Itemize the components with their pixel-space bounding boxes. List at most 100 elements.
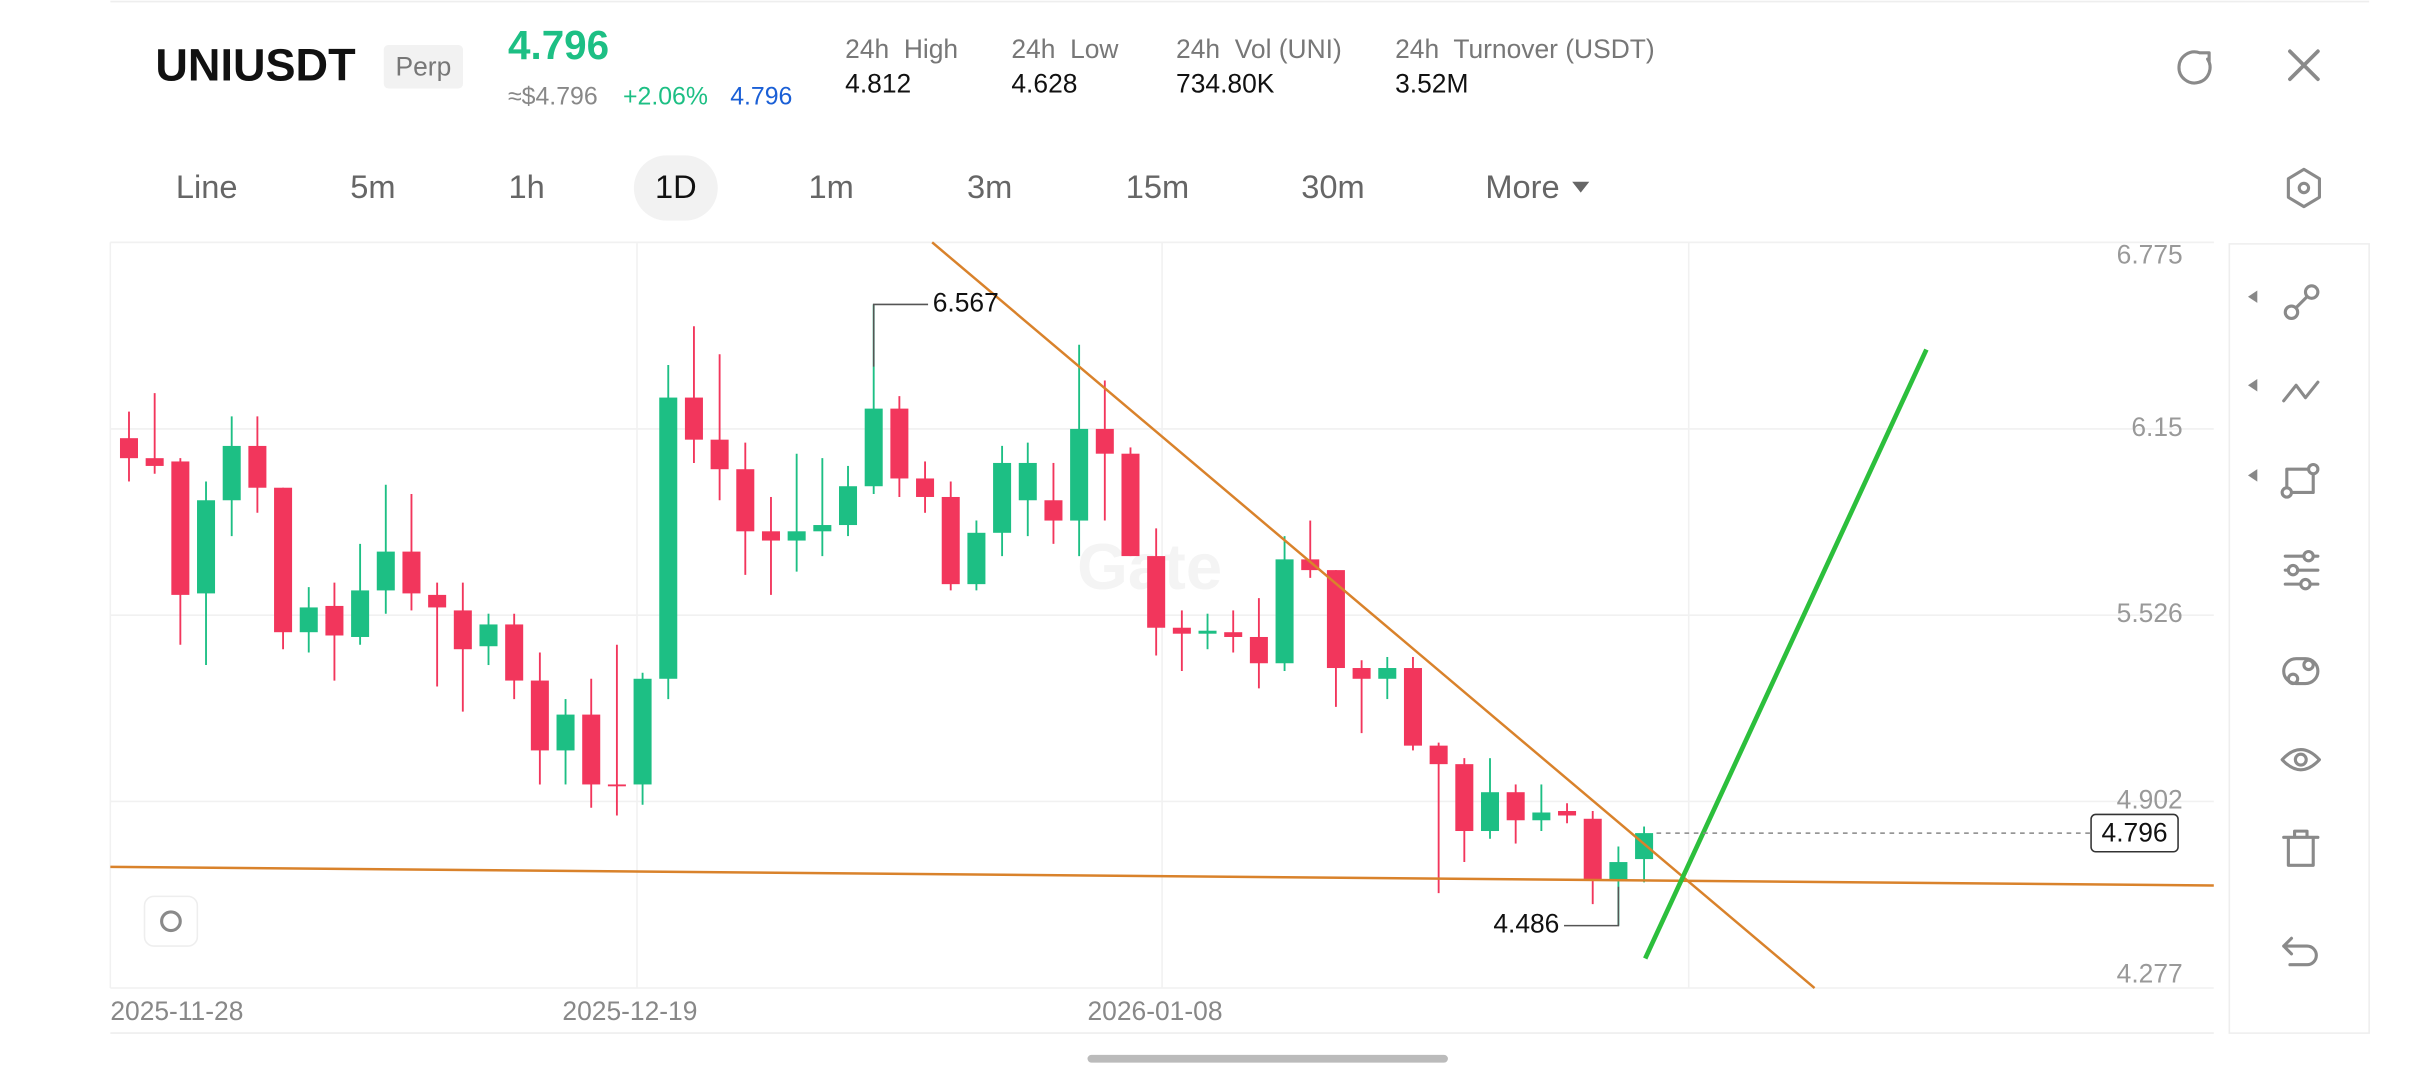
- stat-label: 24h Turnover (USDT): [1395, 34, 1655, 64]
- drawing-mode-button[interactable]: [143, 895, 199, 947]
- badge: Perp: [396, 51, 452, 81]
- candle-body: [299, 607, 318, 633]
- tab[interactable]: 1h: [509, 168, 545, 205]
- candle-body: [1480, 792, 1500, 832]
- candle-body: [1044, 500, 1063, 521]
- fib-tool[interactable]: [2282, 380, 2320, 403]
- delete-tool[interactable]: [2282, 829, 2320, 867]
- candle-body: [967, 532, 986, 585]
- stat-value: 3.52M: [1395, 68, 1468, 98]
- last-price: 4.796: [508, 22, 609, 68]
- toolbar-icons: [2247, 284, 2321, 967]
- candle-body: [1121, 453, 1140, 557]
- candle-body: [530, 680, 549, 751]
- candle-body: [1070, 428, 1089, 521]
- tab[interactable]: 1m: [809, 168, 854, 205]
- trend-line: [931, 241, 1816, 989]
- candle-body: [1583, 818, 1602, 881]
- candle-body: [684, 397, 703, 440]
- toolbar: [2228, 243, 2370, 1034]
- annotations: 6.567 4.486 4.796: [872, 287, 2179, 939]
- candle-body: [890, 408, 909, 479]
- candle-body: [916, 478, 935, 497]
- y-tick-label: 4.277: [2117, 959, 2183, 989]
- candle-body: [710, 439, 729, 470]
- approx-price: ≈$4.796: [508, 83, 598, 110]
- indicator-tool[interactable]: [2283, 549, 2320, 591]
- stat-label: 24h Vol (UNI): [1176, 34, 1342, 64]
- undo-tool[interactable]: [2282, 936, 2318, 967]
- candle-body: [1609, 862, 1628, 881]
- candle-body: [428, 594, 447, 608]
- grid: 4.277 4.902 5.526 6.15 6.775 2025-11-28 2025-1…: [109, 239, 2214, 1026]
- candle-body: [813, 525, 832, 532]
- candle-body: [376, 551, 395, 591]
- candle-body: [736, 469, 755, 532]
- tab-active-bg: [633, 155, 718, 221]
- candle-body: [659, 397, 678, 679]
- candle-body: [1635, 833, 1654, 860]
- tab[interactable]: 15m: [1126, 168, 1189, 205]
- visibility-tool[interactable]: [2280, 748, 2321, 772]
- candle-body: [1095, 428, 1114, 454]
- drawn-line: [1643, 348, 1929, 960]
- candle-body: [1172, 627, 1191, 634]
- candle-body: [145, 458, 164, 466]
- candle-body: [941, 496, 960, 585]
- tab[interactable]: 1D: [655, 168, 697, 205]
- last-price-tag-bg: [2090, 813, 2179, 853]
- candle-body: [505, 624, 524, 681]
- stat-value: 4.812: [845, 68, 911, 98]
- arrow: [2247, 290, 2258, 303]
- line-tool[interactable]: [2283, 284, 2320, 321]
- dropdown-arrow: [1572, 181, 1590, 193]
- tab[interactable]: More: [1485, 168, 1559, 205]
- candle-body: [787, 531, 806, 541]
- candle-body: [197, 500, 216, 594]
- x-tick-label: 2026-01-08: [1088, 996, 1223, 1026]
- candle-body: [1352, 668, 1371, 679]
- candle-body: [761, 531, 780, 541]
- tab[interactable]: 3m: [967, 168, 1012, 205]
- template-tool[interactable]: [2282, 657, 2320, 686]
- settings-button[interactable]: [2286, 167, 2321, 209]
- y-tick-label: 6.15: [2131, 412, 2182, 442]
- candle-body: [1147, 556, 1166, 628]
- y-tick-label: 4.902: [2117, 784, 2183, 814]
- candle-body: [1198, 630, 1217, 634]
- candle-body: [1506, 792, 1525, 821]
- candle-body: [582, 714, 601, 785]
- arrow: [2247, 379, 2258, 392]
- candle-body: [1429, 745, 1448, 765]
- candle-body: [556, 714, 575, 751]
- y-tick-label: 6.775: [2117, 239, 2183, 269]
- candle-body: [1249, 636, 1268, 664]
- stat-label: 24h Low: [1011, 34, 1119, 64]
- candle-body: [1018, 462, 1037, 501]
- refresh-button[interactable]: [2177, 50, 2212, 85]
- candle-body: [453, 610, 472, 650]
- x-tick-label: 2025-11-28: [110, 996, 243, 1026]
- scrollbar: [1087, 1054, 1448, 1063]
- candle-body: [839, 486, 858, 526]
- x-tick-label: 2025-12-19: [562, 996, 697, 1026]
- stat-value: 4.628: [1011, 68, 1077, 98]
- candle-body: [993, 462, 1012, 533]
- tab[interactable]: Line: [176, 168, 238, 205]
- candle-body: [171, 461, 190, 595]
- candle-body: [479, 624, 498, 647]
- candle-body: [351, 590, 370, 637]
- candle-body: [222, 445, 241, 501]
- candle-body: [1275, 559, 1294, 664]
- shape-tool[interactable]: [2280, 462, 2320, 499]
- high-leader: [872, 303, 929, 367]
- candle-body: [1455, 764, 1474, 832]
- candles: [119, 304, 1654, 926]
- candle-body: [325, 605, 344, 636]
- tab[interactable]: 30m: [1301, 168, 1364, 205]
- candle-body: [864, 408, 883, 487]
- tab[interactable]: 5m: [350, 168, 395, 205]
- stat-label: 24h High: [845, 34, 958, 64]
- close-button[interactable]: [2288, 49, 2320, 82]
